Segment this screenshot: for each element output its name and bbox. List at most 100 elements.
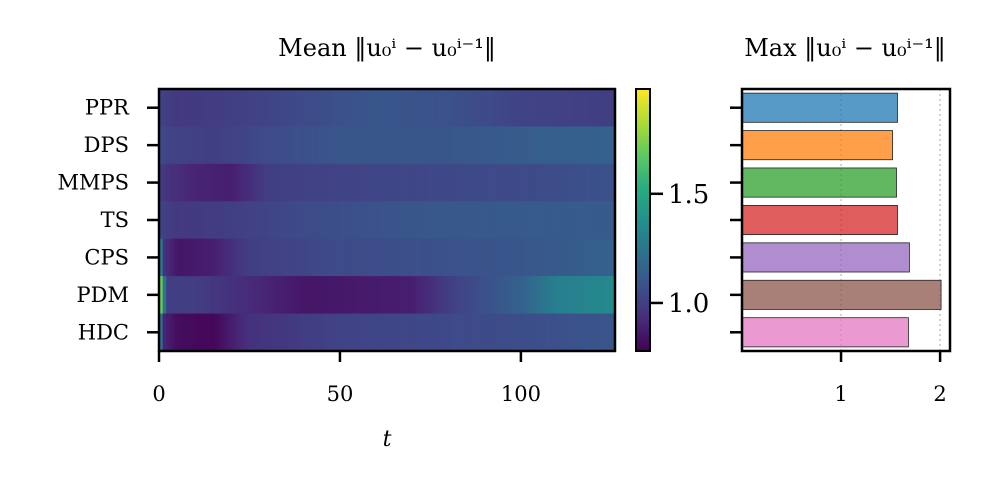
heatmap-cell — [314, 313, 319, 352]
heatmap-cell — [437, 89, 442, 128]
heatmap-cell — [531, 238, 536, 277]
heatmap-cell — [571, 276, 576, 315]
heatmap-cell — [361, 163, 366, 202]
heatmap-cell — [216, 89, 222, 128]
heatmap-cell — [307, 238, 312, 277]
heatmap-cell — [387, 238, 392, 277]
heatmap-cell — [499, 89, 504, 128]
heatmap-cell — [459, 201, 464, 240]
heatmap-cell — [412, 163, 417, 202]
heatmap-cell — [195, 126, 200, 165]
heatmap-cell — [604, 126, 609, 165]
heatmap-cell — [502, 313, 508, 352]
heatmap-cell — [235, 276, 240, 315]
heatmap-cell — [520, 126, 526, 165]
heatmap-cell — [325, 201, 330, 240]
heatmap-cell — [263, 163, 269, 202]
heatmap-cell — [358, 201, 363, 240]
heatmap-cell — [282, 313, 287, 352]
heatmap-cell — [528, 238, 533, 277]
heatmap-cell — [260, 201, 265, 240]
heatmap-cell — [408, 276, 413, 315]
heatmap-cell — [448, 126, 453, 165]
heatmap-cell — [209, 313, 214, 352]
heatmap-cell — [463, 276, 468, 315]
heatmap-cell — [593, 276, 598, 315]
heatmap-cell — [455, 201, 460, 240]
heatmap-cell — [361, 126, 366, 165]
heatmap-cell — [539, 163, 544, 202]
heatmap-cell — [354, 89, 359, 128]
heatmap-cell — [510, 89, 515, 128]
heatmap-cell — [242, 201, 247, 240]
heatmap-cell — [216, 276, 222, 315]
heatmap-cell — [314, 276, 319, 315]
heatmap-cell — [477, 313, 482, 352]
heatmap-cell — [282, 163, 287, 202]
heatmap-cell — [267, 313, 272, 352]
heatmap-cell — [187, 89, 193, 128]
heatmap-cell — [582, 238, 587, 277]
heatmap-cell — [488, 313, 493, 352]
heatmap-cell — [166, 313, 171, 352]
heatmap-cell — [430, 313, 435, 352]
heatmap-cell — [611, 89, 616, 128]
heatmap-cell — [513, 276, 518, 315]
heatmap-cell — [379, 89, 384, 128]
heatmap-cell — [430, 89, 435, 128]
heatmap-cell — [242, 89, 247, 128]
heatmap-cell — [434, 238, 439, 277]
heatmap-cell — [586, 89, 591, 128]
heatmap-cell — [412, 238, 417, 277]
heatmap-cell — [354, 313, 359, 352]
heatmap-cell — [524, 201, 529, 240]
heatmap-cell — [419, 313, 424, 352]
heatmap-cell — [253, 126, 258, 165]
heatmap-cell — [397, 89, 403, 128]
heatmap-cell — [169, 238, 175, 277]
heatmap-cell — [452, 126, 457, 165]
heatmap-row-hdc — [159, 313, 616, 352]
heatmap-cell — [539, 201, 544, 240]
heatmap-cell — [488, 126, 493, 165]
heatmap-cell — [177, 163, 182, 202]
heatmap-cell — [242, 163, 247, 202]
heatmap-cell — [488, 163, 493, 202]
heatmap-cell — [227, 276, 232, 315]
heatmap-cell — [589, 276, 594, 315]
heatmap-cell — [256, 276, 261, 315]
heatmap-cell — [506, 313, 511, 352]
heatmap-cell — [604, 276, 609, 315]
heatmap-cell — [231, 238, 236, 277]
heatmap-cell — [245, 126, 251, 165]
heatmap-cell — [206, 163, 211, 202]
heatmap-cell — [325, 163, 330, 202]
heatmap-cell — [289, 126, 294, 165]
heatmap-cell — [289, 201, 294, 240]
heatmap-cell — [415, 163, 421, 202]
heatmap-cell — [187, 313, 193, 352]
heatmap-cell — [531, 163, 536, 202]
heatmap-cell — [539, 126, 544, 165]
heatmap-cell — [361, 313, 366, 352]
heatmap-cell — [300, 201, 305, 240]
heatmap-cell — [383, 238, 388, 277]
heatmap-cell — [455, 238, 460, 277]
heatmap-cell — [546, 201, 551, 240]
heatmap-cell — [231, 276, 236, 315]
heatmap-cell — [596, 276, 602, 315]
heatmap-cell — [216, 163, 222, 202]
heatmap-cell — [271, 313, 276, 352]
heatmap-cell — [339, 313, 345, 352]
heatmap-cell — [235, 163, 240, 202]
heatmap-cell — [488, 238, 493, 277]
heatmap-cell — [557, 126, 562, 165]
heatmap-cell — [520, 201, 526, 240]
heatmap-cell — [564, 89, 569, 128]
heatmap-cell — [448, 163, 453, 202]
heatmap-cell — [466, 276, 471, 315]
heatmap-cell — [513, 238, 518, 277]
heatmap-cell — [564, 163, 569, 202]
heatmap-cell — [481, 238, 486, 277]
heatmap-cell — [347, 313, 352, 352]
